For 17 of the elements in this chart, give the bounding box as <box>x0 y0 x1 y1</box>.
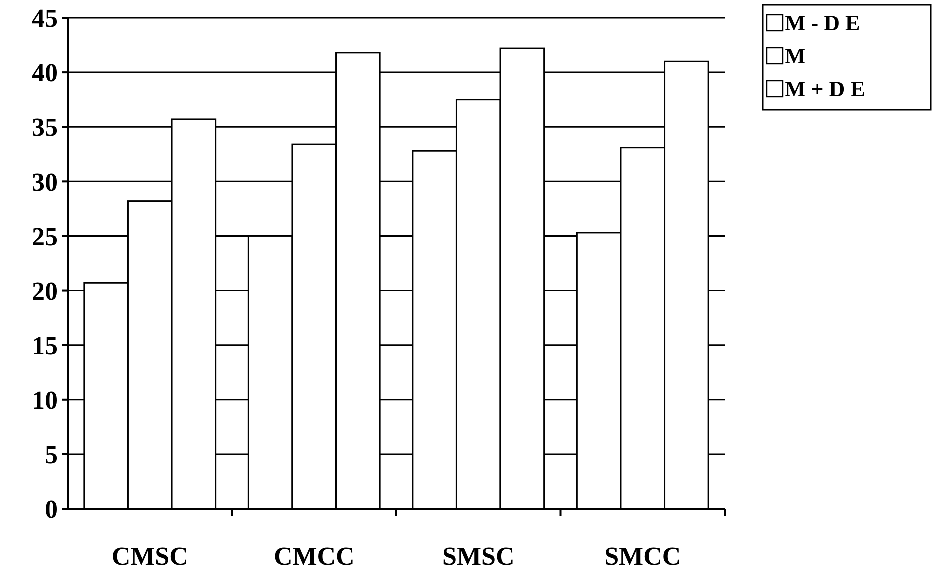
y-tick-label: 25 <box>32 222 58 252</box>
y-tick-label: 15 <box>32 331 58 360</box>
x-tick-label: SMCC <box>604 542 682 571</box>
legend-label: M + D E <box>785 76 866 102</box>
y-tick-label: 20 <box>32 276 58 306</box>
y-tick-label: 0 <box>45 495 58 524</box>
y-tick-label: 45 <box>32 4 58 34</box>
x-tick-label: SMSC <box>442 542 515 571</box>
y-tick-label: 10 <box>32 386 58 415</box>
y-tick-label: 30 <box>32 168 58 197</box>
y-tick-label: 5 <box>45 440 58 470</box>
y-tick-label: 40 <box>32 58 58 88</box>
x-tick-label: CMCC <box>274 542 355 571</box>
legend-label: M <box>785 44 806 69</box>
y-tick-label: 35 <box>32 113 58 142</box>
x-tick-label: CMSC <box>112 542 188 571</box>
legend-label: M - D E <box>785 10 860 36</box>
